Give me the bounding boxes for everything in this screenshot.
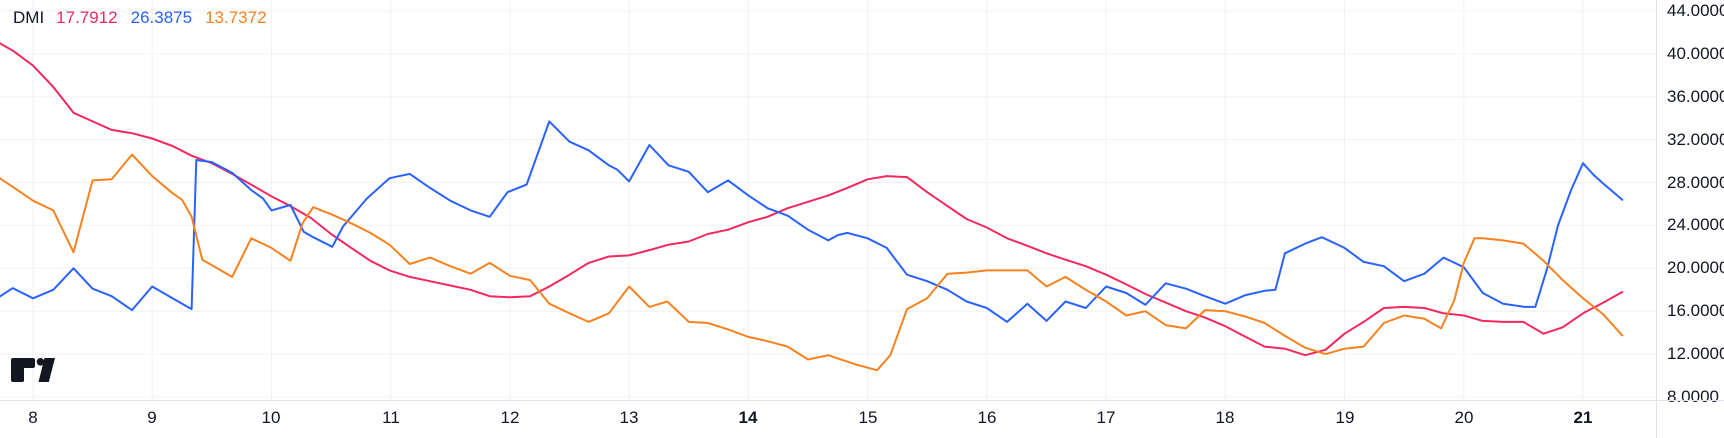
- indicator-value-3: 13.7372: [205, 8, 267, 27]
- time-axis-label: 13: [619, 408, 639, 427]
- time-axis-label: 21: [1573, 408, 1593, 427]
- price-axis-label: 12.0000: [1667, 344, 1724, 363]
- chart-canvas: [0, 0, 1656, 400]
- price-axis-label: 32.0000: [1667, 130, 1724, 149]
- price-axis-label: 16.0000: [1667, 301, 1724, 320]
- time-axis[interactable]: 8 9 10 11 12 13 14 15 16 17 18 19 20 21: [0, 400, 1724, 438]
- indicator-value-1: 17.7912: [56, 8, 118, 27]
- time-axis-label: 8: [28, 408, 38, 427]
- price-axis-label: 36.0000: [1667, 87, 1724, 106]
- time-axis-label: 10: [261, 408, 281, 427]
- time-axis-label: 15: [858, 408, 878, 427]
- dmi-line-blue[interactable]: [0, 120, 1624, 323]
- price-axis-label: 28.0000: [1667, 173, 1724, 192]
- time-axis-label: 12: [500, 408, 520, 427]
- price-axis-label: 40.0000: [1667, 44, 1724, 63]
- chart-plot-area[interactable]: DMI 17.7912 26.3875 13.7372: [0, 0, 1656, 400]
- dmi-line-pink[interactable]: [0, 42, 1624, 357]
- tradingview-logo[interactable]: [10, 357, 56, 385]
- time-axis-label: 20: [1454, 408, 1474, 427]
- time-axis-label: 17: [1096, 408, 1116, 427]
- time-axis-label: 14: [738, 408, 758, 427]
- price-axis-label: 44.0000: [1667, 1, 1724, 20]
- time-axis-label: 19: [1335, 408, 1355, 427]
- time-axis-label: 9: [147, 408, 157, 427]
- time-axis-label: 18: [1215, 408, 1235, 427]
- indicator-legend: DMI 17.7912 26.3875 13.7372: [13, 7, 280, 29]
- price-axis-label: 24.0000: [1667, 215, 1724, 234]
- price-axis-label: 20.0000: [1667, 258, 1724, 277]
- indicator-value-2: 26.3875: [130, 8, 193, 27]
- dmi-line-orange[interactable]: [0, 153, 1624, 372]
- price-axis[interactable]: 44.0000 40.0000 36.0000 32.0000 28.0000 24.00…: [1656, 0, 1724, 438]
- time-axis-label: 16: [977, 408, 997, 427]
- indicator-title[interactable]: DMI: [13, 8, 45, 27]
- price-axis-label: 8.0000: [1667, 387, 1719, 406]
- time-axis-label: 11: [382, 408, 400, 427]
